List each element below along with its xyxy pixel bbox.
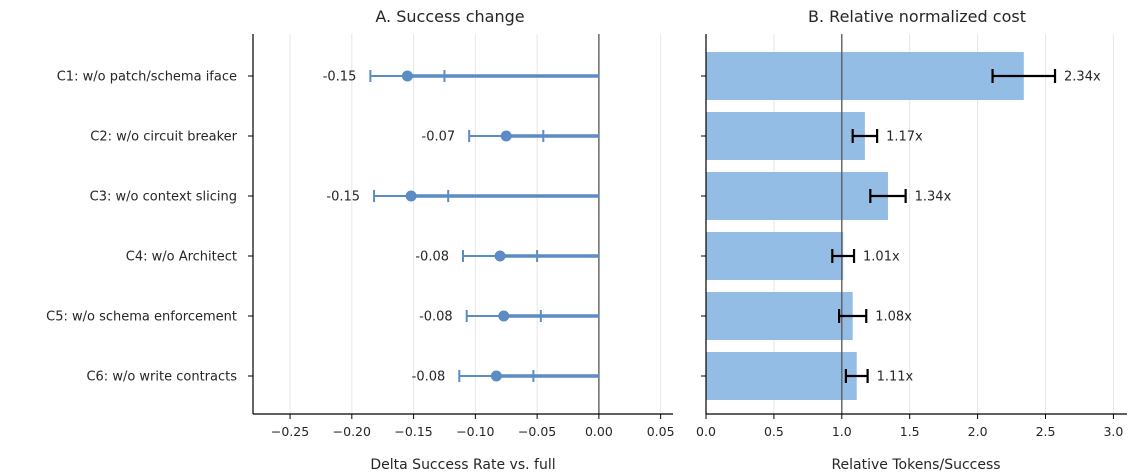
panel-b-bar xyxy=(706,232,844,280)
panel-a-point xyxy=(401,70,413,82)
panel-b-x-tick-label: 2.0 xyxy=(968,424,988,439)
panel-b-x-tick-label: 1.0 xyxy=(832,424,852,439)
panel-a-data-label: -0.15 xyxy=(326,190,360,205)
panel-a-marks: -0.15 -0.07 -0.15 -0.08 -0.08 -0.08 xyxy=(323,70,599,385)
panel-a-category-label: C5: w/o schema enforcement xyxy=(46,310,237,325)
panel-b-x-tick-label: 1.5 xyxy=(900,424,920,439)
panel-b-y-ticks xyxy=(701,75,706,377)
panel-a-category-label: C4: w/o Architect xyxy=(126,250,237,265)
panel-b-data-label: 2.34x xyxy=(1064,70,1101,85)
panel-a-category-label: C2: w/o circuit breaker xyxy=(90,130,237,145)
panel-a-gridlines xyxy=(289,34,662,414)
panel-a-x-tick-label: −0.20 xyxy=(333,424,371,439)
panel-a-category-labels: C1: w/o patch/schema iface C2: w/o circui… xyxy=(46,70,253,385)
panel-b-data-label: 1.11x xyxy=(877,370,914,385)
panel-b-bar xyxy=(706,352,857,400)
panel-a-x-tick-label: −0.25 xyxy=(271,424,309,439)
panel-b-x-ticks: 0.0 0.5 1.0 1.5 2.0 2.5 3.0 xyxy=(696,414,1123,439)
panel-a-x-tick-label: 0.00 xyxy=(585,424,613,439)
panel-a-data-label: -0.08 xyxy=(415,250,449,265)
panel-b-bar xyxy=(706,172,888,220)
panel-b-data-label: 1.17x xyxy=(886,130,923,145)
panel-a-title: A. Success change xyxy=(375,7,524,26)
panel-a-x-tick-label: −0.15 xyxy=(394,424,432,439)
panel-a-point xyxy=(405,190,417,202)
panel-b-x-tick-label: 2.5 xyxy=(1036,424,1056,439)
panel-b-x-tick-label: 3.0 xyxy=(1103,424,1123,439)
panel-b-data-label: 1.34x xyxy=(915,190,952,205)
panel-b-bar xyxy=(706,52,1024,100)
panel-success-change: A. Success change -0.15-0.07-0.15-0.08-0… xyxy=(46,7,674,473)
panel-b-data-label: 1.01x xyxy=(863,250,900,265)
panel-a-point xyxy=(490,370,502,382)
panel-a-x-ticks: −0.25 −0.20 −0.15 −0.10 −0.05 0.00 0.05 xyxy=(271,414,675,439)
panel-b-data-label: 1.08x xyxy=(875,310,912,325)
panel-a-data-label: -0.08 xyxy=(412,370,446,385)
panel-b-title: B. Relative normalized cost xyxy=(808,7,1026,26)
panel-a-x-axis-title: Delta Success Rate vs. full xyxy=(370,457,555,473)
panel-relative-cost: B. Relative normalized cost 2.34x 1.17x 1.… xyxy=(696,7,1127,473)
panel-b-x-tick-label: 0.5 xyxy=(764,424,784,439)
panel-a-data-label: -0.15 xyxy=(323,70,357,85)
panel-a-point xyxy=(498,310,510,322)
panel-a-category-label: C6: w/o write contracts xyxy=(86,370,237,385)
panel-b-bar xyxy=(706,112,865,160)
panel-b-x-axis-title: Relative Tokens/Success xyxy=(831,457,1000,473)
panel-a-category-label: C1: w/o patch/schema iface xyxy=(57,70,237,85)
panel-b-x-tick-label: 0.0 xyxy=(696,424,716,439)
panel-a-x-tick-label: −0.10 xyxy=(456,424,494,439)
panel-b-marks: 2.34x 1.17x 1.34x 1.01x 1.08x 1.11x xyxy=(706,34,1101,414)
panel-a-category-label: C3: w/o context slicing xyxy=(90,190,237,205)
panel-a-point xyxy=(500,130,512,142)
panel-a-data-label: -0.08 xyxy=(419,310,453,325)
panel-a-point xyxy=(494,250,506,262)
panel-b-bar xyxy=(706,292,853,340)
panel-a-x-tick-label: −0.05 xyxy=(518,424,556,439)
panel-a-x-tick-label: 0.05 xyxy=(647,424,675,439)
panel-a-data-label: -0.07 xyxy=(422,130,456,145)
